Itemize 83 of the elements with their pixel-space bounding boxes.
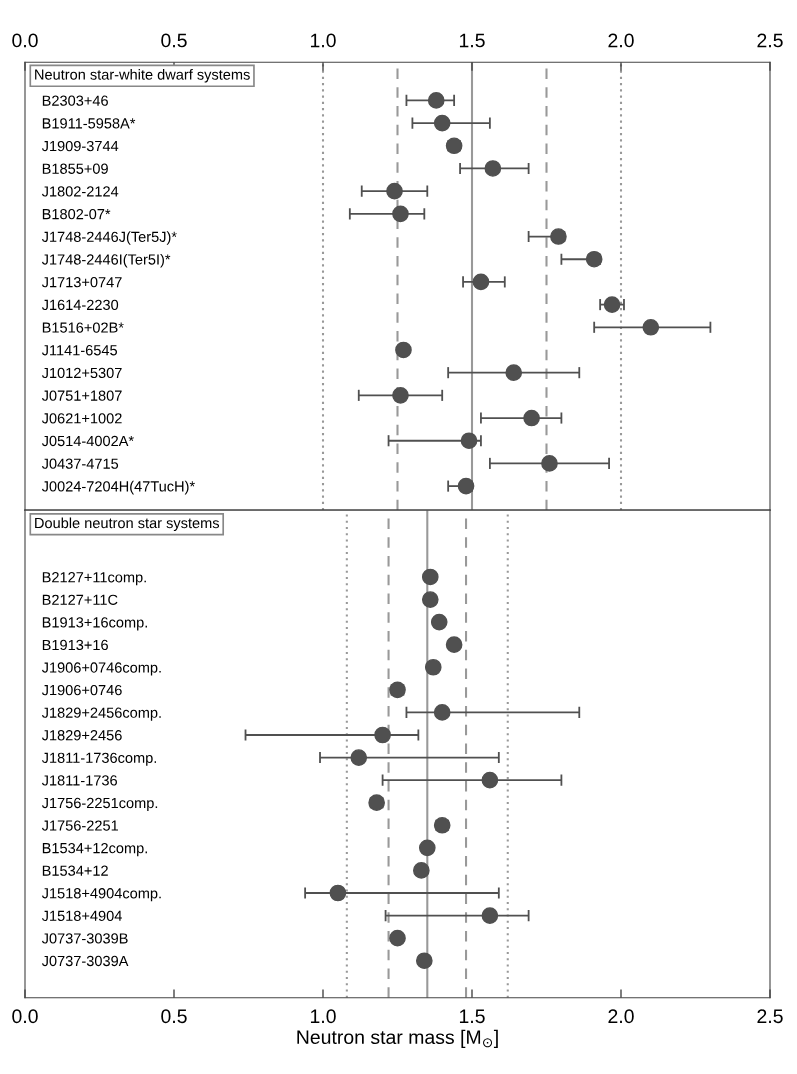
- y-tick-label: J1906+0746: [41, 684, 122, 696]
- point: [350, 749, 368, 766]
- y-tick-label: J1713+0747: [41, 277, 122, 288]
- x-tick-label: 0.5: [161, 1009, 187, 1024]
- point: [392, 387, 409, 404]
- point: [603, 296, 621, 313]
- x-axis-title: Neutron star mass [M$_{⊙}$]: [297, 1029, 498, 1048]
- x-tick-label: 0.0: [12, 1009, 38, 1024]
- y-tick-label: J0737-3039B: [41, 933, 128, 944]
- y-tick-label: J1811-1736comp.: [41, 752, 157, 766]
- point: [421, 568, 439, 586]
- y-tick-label: J1518+4904comp.: [41, 888, 161, 902]
- y-tick-label: J1909-3744: [41, 140, 119, 152]
- point: [386, 182, 403, 200]
- y-tick-label: B1534+12: [42, 865, 108, 876]
- x-tick-label: 1.0: [310, 1009, 336, 1024]
- point: [424, 658, 442, 676]
- point: [389, 929, 406, 947]
- chart-title: Double neutron star systems: [35, 517, 220, 532]
- point: [472, 273, 490, 291]
- x-tick-label: 0.0: [12, 33, 38, 48]
- point: [523, 409, 540, 427]
- point: [427, 92, 445, 109]
- point: [481, 771, 499, 789]
- point: [421, 591, 439, 608]
- y-tick-label: B2303+46: [42, 95, 108, 106]
- point: [392, 205, 409, 223]
- point: [413, 862, 430, 879]
- y-tick-label: J1756-2251: [41, 820, 118, 831]
- y-tick-label: J1756-2251comp.: [41, 797, 158, 812]
- y-tick-label: J1614-2230: [41, 299, 119, 311]
- y-tick-label: J1012+5307: [41, 367, 122, 379]
- x-tick-label: 1.0: [310, 33, 336, 48]
- point: [460, 432, 478, 450]
- point: [430, 613, 448, 631]
- point: [505, 364, 523, 381]
- y-tick-label: J1829+2456: [41, 730, 122, 741]
- y-tick-label: B2127+11C: [42, 594, 118, 605]
- y-tick-label: B2127+11comp.: [42, 572, 146, 586]
- x-tick-label: 0.5: [161, 33, 187, 48]
- y-tick-label: B1516+02B*: [42, 322, 124, 333]
- point: [374, 726, 391, 744]
- y-tick-label: J1829+2456comp.: [41, 707, 161, 721]
- x-tick-label: 1.5: [459, 1009, 485, 1024]
- point: [541, 455, 558, 472]
- point: [329, 884, 347, 902]
- y-tick-label: B1802-07*: [42, 208, 111, 220]
- x-tick-label: 2.5: [757, 1009, 783, 1024]
- y-tick-label: J1906+0746comp.: [41, 662, 161, 676]
- point: [484, 160, 502, 177]
- point: [445, 636, 463, 654]
- point: [457, 477, 475, 495]
- y-tick-label: J0514-4002A*: [41, 435, 134, 447]
- y-tick-label: B1913+16: [42, 639, 108, 651]
- y-tick-label: J1802-2124: [41, 186, 119, 197]
- y-tick-label: B1855+09: [42, 163, 108, 174]
- point: [418, 839, 436, 857]
- y-tick-label: J1811-1736: [41, 775, 117, 786]
- y-tick-label: J0024-7204H(47TucH)*: [41, 480, 195, 495]
- y-tick-label: J0437-4715: [41, 458, 119, 469]
- point: [433, 114, 451, 132]
- point: [481, 907, 499, 924]
- point: [395, 341, 412, 359]
- y-tick-label: J1141-6545: [41, 345, 118, 356]
- x-tick-label: 1.5: [459, 33, 485, 48]
- y-tick-label: J1518+4904: [41, 910, 122, 921]
- x-tick-label: 2.0: [608, 33, 634, 48]
- x-tick-label: 2.0: [608, 1009, 634, 1024]
- point: [433, 704, 451, 721]
- y-tick-label: J0737-3039A: [41, 955, 129, 967]
- chart-title: Neutron star-white dwarf systems: [35, 69, 250, 83]
- point: [585, 250, 603, 268]
- y-tick-label: J1748-2446J(Ter5J)*: [41, 231, 177, 245]
- y-tick-label: J0751+1807: [41, 390, 122, 401]
- point: [642, 318, 660, 336]
- point: [550, 228, 567, 245]
- y-tick-label: B1534+12comp.: [42, 842, 147, 857]
- y-tick-label: B1913+16comp.: [42, 617, 147, 631]
- y-tick-label: J0621+1002: [41, 413, 122, 424]
- y-tick-label: J1748-2446I(Ter5I)*: [41, 253, 171, 268]
- y-tick-label: B1911-5958A*: [42, 118, 136, 129]
- point: [415, 952, 433, 970]
- x-tick-label: 2.5: [757, 33, 783, 48]
